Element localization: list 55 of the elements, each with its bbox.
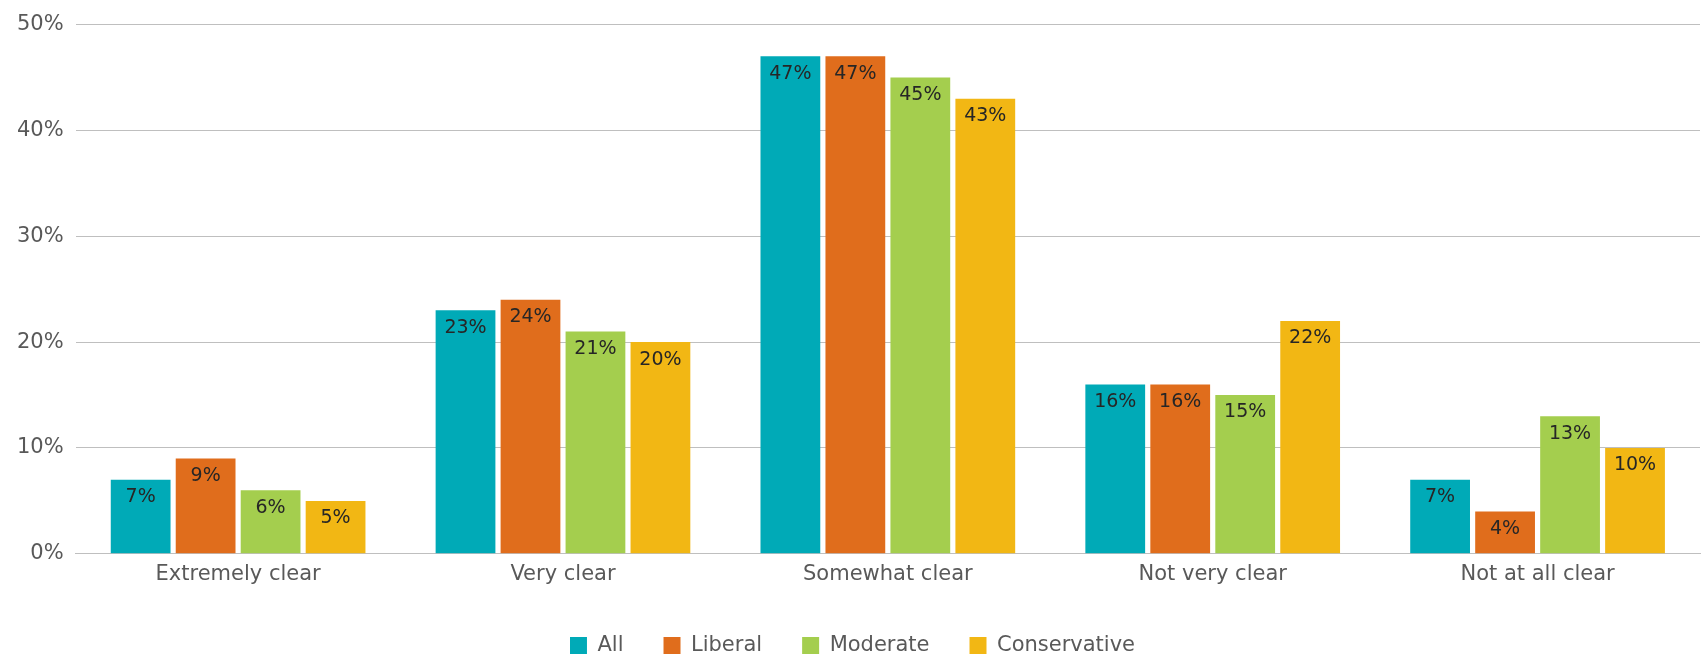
bar: [240, 490, 301, 554]
data-label: 21%: [574, 335, 617, 358]
y-tick-label: 20%: [16, 328, 64, 353]
data-label: 9%: [190, 462, 221, 485]
y-tick-label: 40%: [16, 116, 64, 141]
x-tick-label: Not at all clear: [1460, 560, 1616, 585]
legend-label: Conservative: [997, 631, 1136, 656]
data-label: 20%: [639, 346, 682, 369]
bar: [1085, 384, 1146, 554]
x-tick-label: Extremely clear: [155, 560, 322, 585]
bar: [1605, 447, 1665, 554]
data-label: 23%: [444, 314, 487, 337]
bar: [175, 458, 236, 554]
bar: [1215, 395, 1276, 554]
data-label: 15%: [1224, 399, 1267, 422]
legend-label: Moderate: [829, 631, 930, 656]
x-tick-label: Very clear: [510, 560, 616, 585]
data-label: 10%: [1613, 452, 1657, 475]
legend-label: All: [597, 631, 624, 656]
bar: [110, 479, 171, 554]
data-label: 6%: [255, 494, 286, 517]
bar: [565, 331, 626, 554]
x-tick-label: Not very clear: [1138, 560, 1288, 585]
data-label: 22%: [1289, 325, 1332, 348]
x-tick-label: Somewhat clear: [803, 560, 974, 585]
bar: [630, 342, 691, 554]
data-label: 24%: [509, 304, 552, 327]
bar: [1410, 479, 1470, 554]
bar: [955, 98, 1016, 554]
bar: [500, 299, 561, 554]
data-label: 47%: [769, 60, 812, 83]
data-label: 45%: [899, 81, 942, 104]
bar: [1280, 320, 1341, 554]
y-tick-label: 0%: [30, 540, 64, 565]
data-label: 7%: [125, 484, 156, 507]
y-tick-label: 30%: [16, 222, 64, 247]
bar: [305, 500, 366, 554]
y-tick-label: 50%: [16, 11, 64, 36]
bar: [760, 56, 821, 554]
bar: [435, 310, 496, 554]
bar: [1540, 416, 1600, 554]
data-label: 47%: [834, 60, 877, 83]
bar: [1475, 511, 1535, 554]
data-label: 7%: [1425, 484, 1456, 507]
y-tick-label: 10%: [16, 434, 64, 459]
data-label: 16%: [1094, 388, 1137, 411]
bar: [890, 77, 951, 554]
data-label: 16%: [1159, 388, 1202, 411]
bar: [825, 56, 886, 554]
data-label: 4%: [1490, 515, 1521, 538]
data-label: 13%: [1548, 420, 1592, 443]
data-label: 43%: [964, 103, 1007, 126]
bar: [1150, 384, 1211, 554]
data-label: 5%: [320, 505, 351, 528]
legend-label: Liberal: [691, 631, 763, 656]
